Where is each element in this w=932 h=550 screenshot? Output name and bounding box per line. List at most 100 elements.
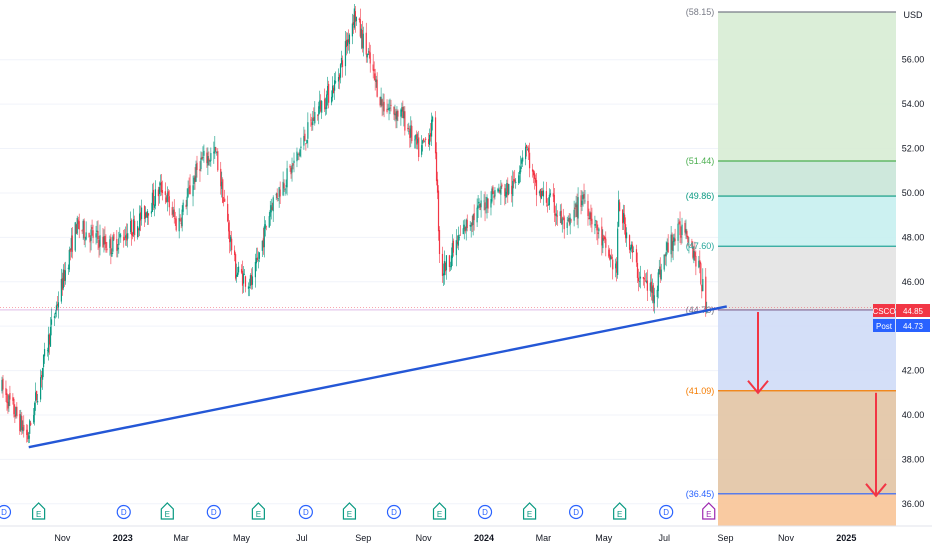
dividend-marker[interactable]: D <box>298 504 313 520</box>
candle-body <box>611 257 613 259</box>
candle-body <box>358 18 360 20</box>
candle-body <box>642 277 645 279</box>
candle-body <box>209 160 211 162</box>
dividend-marker[interactable]: D <box>659 504 674 520</box>
dividend-marker[interactable]: D <box>206 504 221 520</box>
support-trendline[interactable] <box>28 305 727 449</box>
candle-body <box>666 242 668 251</box>
candle-body <box>492 186 494 195</box>
candle-body <box>332 87 335 93</box>
candle-body <box>403 111 405 119</box>
candle-body <box>353 8 355 28</box>
last-price-label: 44.85 <box>903 307 924 316</box>
candle-body <box>160 181 162 193</box>
candle-body <box>61 278 63 290</box>
trendline-layer[interactable] <box>28 305 727 449</box>
candle-body <box>702 278 704 292</box>
candle-body <box>458 237 460 238</box>
svg-text:E: E <box>706 510 711 519</box>
candle-body <box>443 261 446 276</box>
candle-body <box>602 237 604 249</box>
earnings-marker[interactable]: E <box>32 502 46 520</box>
svg-text:E: E <box>527 510 532 519</box>
candle-body <box>152 189 155 206</box>
time-axis[interactable]: Nov 2023 Mar May Jul Sep Nov 2024 Mar May Jul Sep No… <box>0 525 932 543</box>
candle-body <box>229 230 231 243</box>
candle-body <box>554 213 556 216</box>
candle-body <box>120 235 122 237</box>
candle-body <box>28 435 30 439</box>
candle-body <box>130 221 132 232</box>
dividend-marker[interactable]: D <box>569 504 584 520</box>
candle-body <box>623 213 625 223</box>
candle-body <box>272 197 274 212</box>
earnings-marker[interactable]: E <box>702 502 716 520</box>
candle-body <box>276 193 278 199</box>
x-tick-label: Mar <box>173 533 189 543</box>
candle-body <box>126 233 128 241</box>
svg-text:E: E <box>36 510 41 519</box>
earnings-marker[interactable]: E <box>251 502 265 520</box>
candle-body <box>424 140 426 142</box>
candle-body <box>491 188 493 202</box>
candle-body <box>518 175 520 183</box>
candle-body <box>589 212 591 219</box>
candle-body <box>597 232 599 234</box>
dividend-marker[interactable]: D <box>386 504 402 520</box>
currency-label[interactable]: USD <box>903 10 923 20</box>
candle-body <box>26 429 28 435</box>
candle-body <box>145 212 148 218</box>
earnings-marker[interactable]: E <box>342 502 357 520</box>
candle-body <box>404 111 406 131</box>
candle-body <box>595 220 597 222</box>
candle-body <box>221 181 223 189</box>
candle-body <box>153 204 156 208</box>
candle-body <box>445 255 448 271</box>
candle-body <box>535 180 538 196</box>
dividend-marker[interactable]: D <box>477 504 493 520</box>
earnings-marker[interactable]: E <box>432 502 447 520</box>
candle-body <box>485 207 487 209</box>
dividend-marker[interactable]: D <box>0 504 12 520</box>
candle-body <box>561 218 563 225</box>
earnings-marker[interactable]: E <box>522 502 537 520</box>
candle-body <box>480 200 482 208</box>
candle-body <box>507 183 509 196</box>
svg-text:D: D <box>391 508 397 517</box>
candle-body <box>506 182 508 195</box>
fib-level-label: (47.60) <box>686 241 715 251</box>
svg-text:E: E <box>347 510 352 519</box>
candle-body <box>351 23 353 37</box>
candle-body <box>137 226 139 238</box>
candle-body <box>382 103 384 105</box>
candle-body <box>175 218 177 231</box>
dividend-marker[interactable]: D <box>116 504 131 520</box>
candle-body <box>671 234 673 250</box>
candle-body <box>617 228 619 275</box>
candle-body <box>317 114 319 116</box>
candle-body <box>293 160 295 163</box>
candle-body <box>628 235 631 250</box>
candle-body <box>577 197 579 219</box>
candle-body <box>576 204 578 217</box>
candle-body <box>235 274 238 277</box>
candle-body <box>680 235 682 238</box>
candle-body <box>490 199 492 208</box>
candle-body <box>450 255 452 268</box>
candle-body <box>207 156 209 166</box>
price-axis[interactable]: USD 36.0038.0040.0042.0044.0046.0048.005… <box>896 0 932 526</box>
candle-body <box>164 191 166 195</box>
candle-body <box>173 209 175 218</box>
candle-body <box>672 241 674 252</box>
candle-body <box>174 218 176 219</box>
candle-body <box>113 234 115 240</box>
candle-body <box>29 420 31 434</box>
earnings-marker[interactable]: E <box>613 502 627 520</box>
candle-body <box>303 135 305 146</box>
candle-body <box>275 194 277 196</box>
candle-body <box>159 182 161 186</box>
earnings-marker[interactable]: E <box>160 502 174 520</box>
candle-body <box>181 209 183 227</box>
